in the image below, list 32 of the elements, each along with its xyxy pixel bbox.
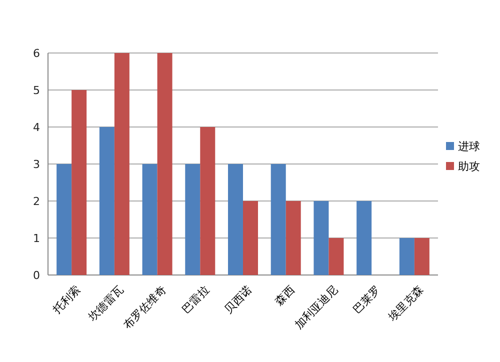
y-tick-label: 5 [33,84,40,97]
bar [200,127,216,275]
bar [414,238,430,275]
y-tick-label: 4 [33,120,40,134]
x-tick-label: 托利索 [50,283,84,317]
y-tick-label: 2 [33,194,40,208]
bar [399,238,414,275]
legend-label: 进球 [458,140,480,153]
bar [314,201,329,275]
bar [142,164,158,275]
y-tick-label: 6 [33,46,40,60]
bar [356,201,372,275]
x-tick-label: 森西 [272,283,298,308]
y-tick-label: 3 [33,158,40,171]
bar [270,164,286,275]
bar [286,201,301,275]
y-tick-label: 0 [33,268,40,282]
bar [72,90,87,275]
bar [228,164,243,275]
bar [243,201,258,275]
bar [185,164,200,275]
bar [157,53,172,275]
bar [99,127,114,275]
bar [114,53,130,275]
x-tick-label: 巴莱罗 [350,283,384,316]
x-tick-label: 埃里克森 [384,283,426,324]
y-tick-label: 1 [33,232,40,245]
legend-label: 助攻 [458,160,480,173]
bar [328,238,344,275]
x-tick-label: 巴雷拉 [179,283,212,316]
bar [56,164,72,275]
x-tick-label: 贝西诺 [222,283,255,316]
